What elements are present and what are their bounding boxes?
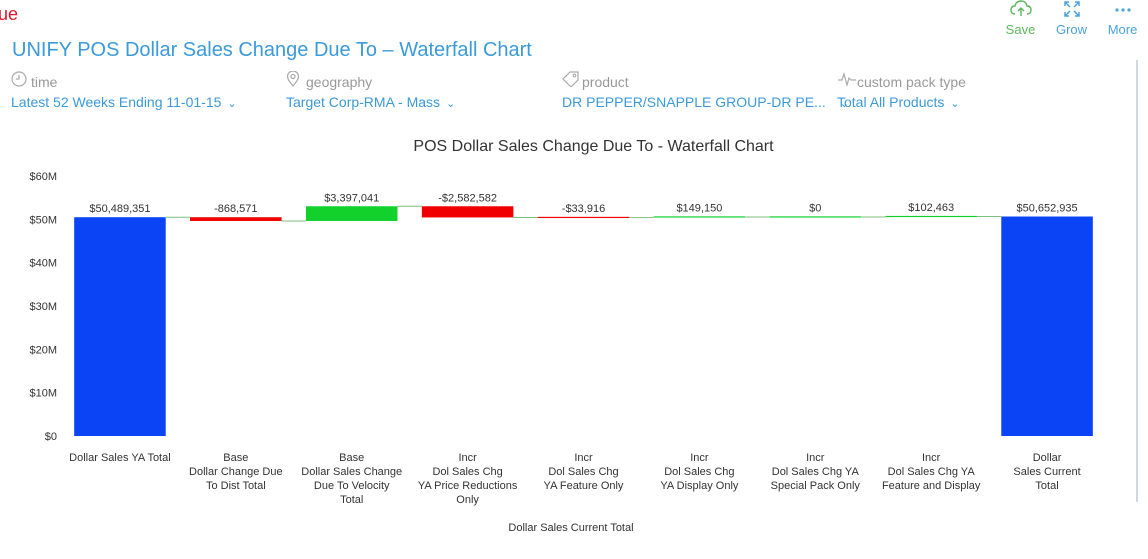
x-tick-label: YA Feature Only (544, 480, 624, 492)
save-button[interactable]: Save (995, 0, 1046, 44)
data-label: $0 (809, 202, 821, 214)
waterfall-bar (421, 206, 514, 218)
x-tick-label: Dol Sales Chg YA (772, 466, 860, 478)
filter-product[interactable]: product DR PEPPER/SNAPPLE GROUP-DR PE...… (562, 71, 849, 110)
x-tick-label: Incr (690, 452, 709, 464)
data-label: $50,652,935 (1016, 203, 1077, 215)
y-tick-label: $0 (45, 431, 57, 443)
filter-time-value[interactable]: Latest 52 Weeks Ending 11-01-15 (11, 94, 222, 110)
x-tick-label: YA Display Only (660, 480, 739, 492)
filter-geography[interactable]: geography Target Corp-RMA - Mass ⌄ (286, 70, 456, 110)
toolbar: Save Grow More (995, 0, 1148, 44)
y-tick-label: $60M (29, 171, 57, 183)
data-label: $149,150 (676, 202, 722, 214)
chart-title: POS Dollar Sales Change Due To - Waterfa… (413, 138, 774, 155)
waterfall-bar (305, 206, 398, 221)
filter-product-label: product (582, 74, 629, 90)
waterfall-bar (653, 216, 746, 218)
waterfall-bar (885, 215, 977, 218)
ellipsis-icon (1097, 0, 1148, 22)
y-tick-label: $50M (29, 214, 57, 226)
page-title: UNIFY POS Dollar Sales Change Due To – W… (12, 39, 532, 61)
expand-icon (1046, 0, 1097, 22)
data-label: $50,489,351 (89, 203, 150, 215)
more-label: More (1107, 22, 1138, 37)
x-tick-label: Incr (574, 452, 593, 464)
waterfall-bar (1001, 216, 1093, 436)
waterfall-bar (190, 217, 282, 221)
waterfall-bar (769, 216, 862, 218)
x-tick-label: Base (223, 452, 248, 464)
x-tick-label: Incr (922, 452, 941, 464)
x-tick-label: Incr (806, 452, 825, 464)
waterfall-chart: POS Dollar Sales Change Due To - Waterfa… (29, 138, 1093, 534)
x-tick-label: Due To Velocity (314, 480, 390, 492)
map-pin-icon (286, 70, 306, 91)
y-tick-label: $10M (29, 388, 57, 400)
x-tick-label: Dollar (1033, 452, 1062, 464)
data-label: -$33,916 (562, 203, 605, 215)
x-tick-label: Base (339, 452, 364, 464)
more-button[interactable]: More (1097, 0, 1148, 44)
chevron-down-icon[interactable]: ⌄ (839, 98, 849, 110)
save-label: Save (1005, 22, 1036, 37)
filter-time[interactable]: time Latest 52 Weeks Ending 11-01-15 ⌄ (11, 71, 237, 110)
x-axis-label: Dollar Sales Current Total (508, 522, 633, 534)
waterfall-bar (74, 217, 166, 436)
filter-custom-pack-type[interactable]: custom pack type Total All Products ⌄ (837, 71, 966, 110)
data-label: -868,571 (214, 203, 257, 215)
x-tick-label: Incr (458, 452, 477, 464)
x-tick-label: Sales Current (1013, 466, 1080, 478)
x-tick-label: Dol Sales Chg (548, 466, 618, 478)
data-label: $102,463 (908, 202, 954, 214)
x-tick-label: To Dist Total (206, 480, 266, 492)
pulse-icon (837, 71, 857, 91)
x-tick-label: Only (456, 494, 479, 506)
x-tick-label: Total (340, 494, 363, 506)
waterfall-bar (537, 216, 630, 219)
filter-custom-pack-type-label: custom pack type (857, 74, 966, 90)
x-tick-label: YA Price Reductions (418, 480, 518, 492)
filter-product-value[interactable]: DR PEPPER/SNAPPLE GROUP-DR PE... (562, 94, 826, 110)
clock-icon (11, 71, 31, 91)
data-label: -$2,582,582 (438, 192, 497, 204)
data-label: $3,397,041 (324, 192, 379, 204)
x-tick-label: Dol Sales Chg (664, 466, 734, 478)
y-tick-label: $40M (29, 258, 57, 270)
y-tick-label: $20M (29, 344, 57, 356)
cropped-edge-text: ue (0, 4, 19, 24)
x-tick-label: Dol Sales Chg YA (888, 466, 976, 478)
chevron-down-icon[interactable]: ⌄ (950, 98, 960, 110)
chevron-down-icon[interactable]: ⌄ (446, 98, 456, 110)
x-tick-label: Dollar Change Due (189, 466, 283, 478)
chevron-down-icon[interactable]: ⌄ (227, 98, 237, 110)
cloud-upload-icon (995, 0, 1046, 22)
y-tick-label: $30M (29, 301, 57, 313)
x-tick-label: Dollar Sales Change (301, 466, 402, 478)
x-tick-label: Feature and Display (882, 480, 981, 492)
x-tick-label: Special Pack Only (771, 480, 861, 492)
x-tick-label: Dollar Sales YA Total (69, 452, 171, 464)
tag-icon (562, 71, 582, 91)
x-tick-label: Dol Sales Chg (432, 466, 502, 478)
grow-button[interactable]: Grow (1046, 0, 1097, 44)
scrollbar[interactable] (1136, 60, 1138, 502)
x-tick-label: Total (1035, 480, 1058, 492)
filter-custom-pack-type-value[interactable]: Total All Products (837, 94, 945, 110)
grow-label: Grow (1055, 22, 1088, 37)
filter-time-label: time (31, 74, 58, 90)
filter-geography-label: geography (306, 74, 373, 90)
filter-geography-value[interactable]: Target Corp-RMA - Mass (286, 94, 441, 110)
